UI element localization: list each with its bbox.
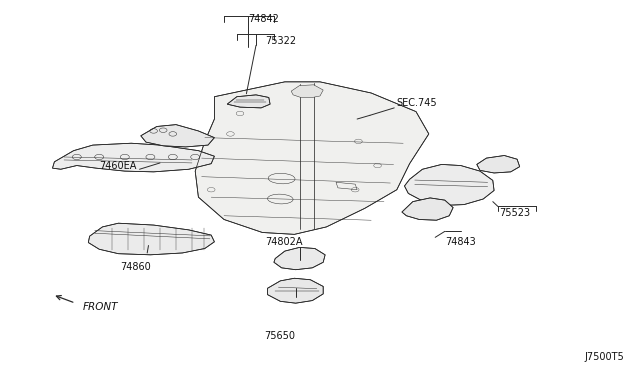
Text: 75523: 75523 (499, 208, 531, 218)
Text: 75322: 75322 (266, 36, 297, 46)
Polygon shape (477, 155, 520, 173)
Polygon shape (402, 198, 453, 220)
Polygon shape (268, 278, 323, 303)
Text: 74860: 74860 (120, 262, 151, 272)
Polygon shape (141, 125, 214, 147)
Polygon shape (227, 95, 270, 108)
Text: FRONT: FRONT (83, 302, 118, 312)
Text: SEC.745: SEC.745 (397, 98, 437, 108)
Polygon shape (52, 143, 214, 172)
Text: 7460EA: 7460EA (99, 161, 136, 171)
Polygon shape (274, 247, 325, 270)
Polygon shape (88, 223, 214, 255)
Text: J7500T5: J7500T5 (584, 352, 624, 362)
Polygon shape (291, 85, 323, 97)
Text: 74843: 74843 (445, 237, 476, 247)
Polygon shape (195, 82, 429, 234)
Text: 75650: 75650 (264, 331, 295, 341)
Text: 74842: 74842 (248, 14, 279, 24)
Text: 74802A: 74802A (266, 237, 303, 247)
Polygon shape (404, 164, 494, 205)
